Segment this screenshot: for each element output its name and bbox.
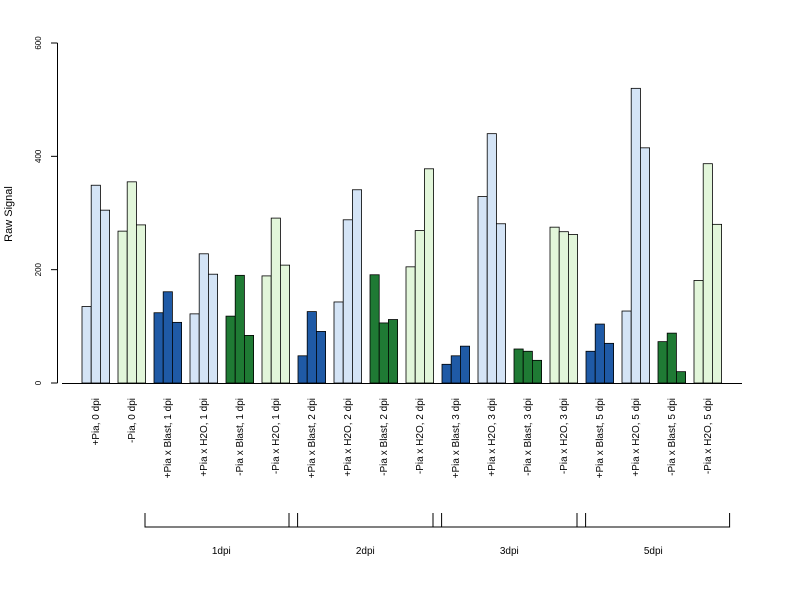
y-tick-label: 600: [34, 36, 43, 50]
bar: [387, 319, 398, 384]
bar: [135, 224, 146, 384]
bar: [261, 275, 272, 384]
bar: [369, 274, 380, 384]
group-bracket: [288, 513, 443, 528]
bar: [702, 163, 713, 384]
bar: [640, 147, 651, 384]
bar: [459, 345, 470, 384]
category-label: +Pia x Blast, 5 dpi: [595, 398, 606, 478]
bar: [171, 321, 182, 384]
bar: [162, 291, 173, 384]
bar: [306, 311, 317, 384]
category-label: -Pia x Blast, 1 dpi: [235, 398, 246, 476]
bar: [351, 189, 362, 384]
category-label: +Pia x Blast, 3 dpi: [451, 398, 462, 478]
group-bracket: [576, 513, 731, 528]
group-label: 5dpi: [644, 546, 663, 557]
category-label: -Pia x H2O, 1 dpi: [271, 398, 282, 474]
category-label: +Pia x H2O, 2 dpi: [343, 398, 354, 477]
bar: [81, 306, 92, 384]
bar: [477, 196, 488, 384]
y-tick-label: 400: [34, 149, 43, 163]
category-label: +Pia x Blast, 2 dpi: [307, 398, 318, 478]
category-label: -Pia, 0 dpi: [127, 398, 138, 443]
category-label: +Pia x Blast, 1 dpi: [163, 398, 174, 478]
bar: [630, 87, 641, 384]
bar: [621, 310, 632, 384]
category-label: +Pia x H2O, 5 dpi: [631, 398, 642, 477]
category-labels: +Pia, 0 dpi -Pia, 0 dpi +Pia x Blast, 1 dp…: [91, 398, 714, 478]
bar: [604, 342, 615, 384]
bar: [90, 184, 101, 384]
bar: [558, 231, 569, 384]
bar: [568, 234, 579, 384]
bar: [450, 355, 461, 384]
category-label: +Pia x H2O, 3 dpi: [487, 398, 498, 477]
bar: [549, 226, 560, 384]
bar: [532, 359, 543, 384]
bar: [100, 209, 111, 384]
category-label: -Pia x H2O, 5 dpi: [703, 398, 714, 474]
category-label: -Pia x Blast, 5 dpi: [667, 398, 678, 476]
bar: [657, 341, 668, 384]
bar: [270, 217, 281, 384]
category-label: +Pia x H2O, 1 dpi: [199, 398, 210, 477]
bars: [81, 87, 723, 384]
category-label: -Pia x H2O, 3 dpi: [559, 398, 570, 474]
bar: [405, 266, 416, 384]
bar: [513, 348, 524, 384]
bar: [189, 313, 200, 384]
bar: [693, 280, 704, 384]
bar: [153, 312, 164, 384]
bar: [423, 168, 434, 384]
group-label: 2dpi: [356, 546, 375, 557]
category-label: -Pia x Blast, 2 dpi: [379, 398, 390, 476]
bar: [117, 230, 128, 384]
bar: [198, 253, 209, 384]
category-label: -Pia x H2O, 2 dpi: [415, 398, 426, 474]
bar: [126, 181, 137, 384]
bar: [676, 371, 687, 384]
bar: [243, 334, 254, 384]
category-label: +Pia, 0 dpi: [91, 398, 102, 446]
bar: [486, 133, 497, 384]
y-axis: 0 200 400 600: [34, 36, 58, 385]
bar: [315, 331, 326, 384]
bar: [207, 273, 218, 384]
bar: [333, 301, 344, 384]
bar: [441, 363, 452, 384]
y-tick-label: 200: [34, 262, 43, 276]
bar: [712, 223, 723, 384]
bar: [495, 223, 506, 384]
bar: [666, 332, 677, 384]
bar: [522, 350, 533, 384]
group-label: 1dpi: [212, 546, 231, 557]
y-axis-title: Raw Signal: [3, 186, 15, 242]
bar: [279, 264, 290, 384]
group-bracket: [144, 513, 299, 528]
bar: [342, 219, 353, 384]
bar: [414, 230, 425, 384]
bar: [378, 322, 389, 384]
bar: [297, 355, 308, 384]
category-label: -Pia x Blast, 3 dpi: [523, 398, 534, 476]
bar: [225, 315, 236, 384]
group-bracket: [432, 513, 587, 528]
group-brackets: 1dpi 2dpi 3dpi 5dpi: [144, 513, 731, 557]
group-label: 3dpi: [500, 546, 519, 557]
y-tick-label: 0: [34, 380, 43, 385]
bar: [585, 350, 596, 384]
bar: [594, 323, 605, 384]
bar: [234, 274, 245, 384]
